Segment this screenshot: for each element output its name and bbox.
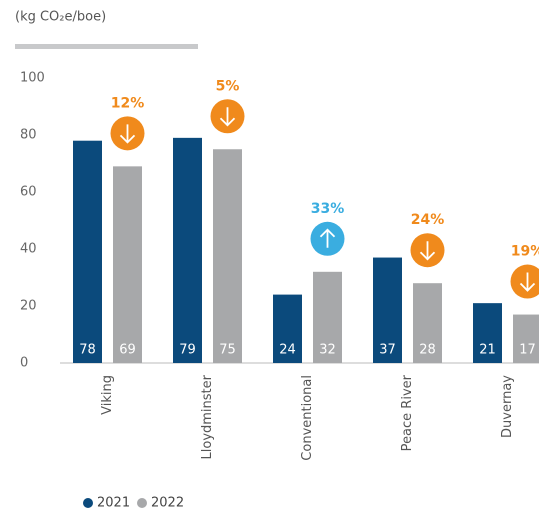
x-tick-label: Lloydminster — [200, 374, 215, 459]
value-label: 75 — [219, 343, 236, 358]
chart-title: (kg CO₂e/boe) — [15, 10, 106, 25]
change-arrow — [519, 272, 536, 292]
bar — [413, 283, 442, 363]
bar — [213, 149, 242, 363]
change-label: 24% — [411, 212, 445, 228]
y-tick-label: 40 — [20, 242, 37, 257]
y-tick-label: 100 — [20, 71, 45, 86]
bar — [373, 257, 402, 363]
x-tick-label: Duvernay — [500, 375, 515, 438]
value-label: 79 — [179, 343, 196, 358]
bar — [73, 140, 102, 363]
y-tick-label: 0 — [20, 356, 28, 371]
change-label: 5% — [216, 78, 240, 94]
value-label: 78 — [79, 343, 96, 358]
change-label: 19% — [511, 244, 539, 260]
value-label: 37 — [379, 343, 396, 358]
bar — [513, 314, 539, 363]
y-tick-label: 20 — [20, 299, 37, 314]
change-label: 12% — [111, 95, 145, 111]
change-label: 33% — [311, 201, 345, 217]
bar — [313, 271, 342, 363]
legend-label: 2021 — [97, 496, 130, 510]
bar — [173, 137, 202, 363]
value-label: 32 — [319, 343, 336, 358]
change-arrow — [119, 124, 136, 144]
y-tick-label: 80 — [20, 128, 37, 143]
value-label: 24 — [279, 343, 296, 358]
legend-label: 2022 — [151, 496, 184, 510]
value-label: 69 — [119, 343, 136, 358]
change-arrow — [419, 241, 436, 261]
legend-swatch — [83, 498, 93, 508]
bar — [473, 303, 502, 363]
y-tick-label: 60 — [20, 185, 37, 200]
x-tick-label: Viking — [100, 375, 115, 415]
value-label: 28 — [419, 343, 436, 358]
title-rule — [15, 44, 198, 49]
change-arrow — [219, 107, 236, 127]
value-label: 17 — [519, 343, 536, 358]
legend-swatch — [137, 498, 147, 508]
change-arrow — [319, 228, 336, 248]
x-tick-label: Peace River — [400, 374, 415, 451]
bar — [113, 166, 142, 363]
change-badge — [510, 264, 539, 299]
x-tick-label: Conventional — [300, 375, 315, 461]
bar — [273, 294, 302, 363]
value-label: 21 — [479, 343, 496, 358]
